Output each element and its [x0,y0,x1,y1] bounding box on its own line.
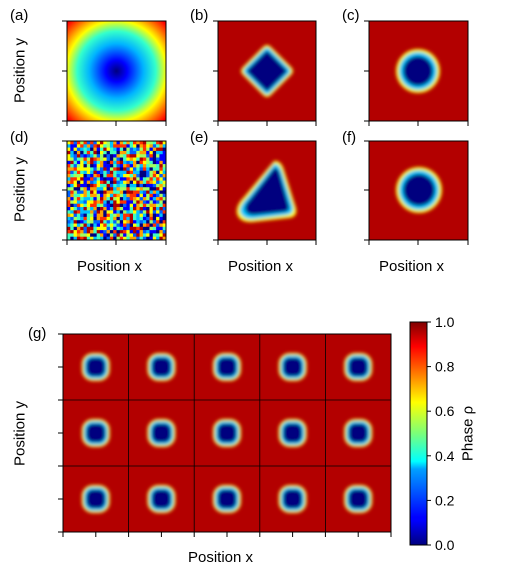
panel-a [62,20,167,126]
panel-g-hole [147,353,176,381]
panel-e-ticks [213,140,317,245]
panel-g-hole [344,485,373,513]
colorbar-tick-label: 1.0 [435,314,455,330]
panel-b [213,20,317,126]
colorbar-gradient [410,322,427,545]
panel-d [62,140,167,245]
x-axis-label-f: Position x [379,258,445,275]
panel-label-d: (d) [10,129,29,146]
x-axis-label-d: Position x [77,258,143,275]
panel-a-image [67,21,166,121]
panel-g-hole [213,419,241,447]
panel-g-hole [344,419,373,447]
panel-g-hole [213,485,241,513]
y-axis-label-a: Position y [11,37,29,104]
panel-g-hole [278,485,307,513]
panel-f-ticks [364,140,469,245]
panel-g-hole [81,419,110,447]
panel-d-ticks [62,140,167,245]
panel-g-ticks [58,333,392,537]
panel-g-hole [147,419,176,447]
panel-c-ticks [364,20,469,126]
panel-label-f: (f) [342,129,357,146]
colorbar-label: Phase ρ [459,405,477,462]
colorbar-tick-label: 0.2 [435,492,455,508]
panel-label-a: (a) [10,7,29,24]
panel-g-gridlines [63,334,391,532]
colorbar: 1.0 0.8 0.6 0.4 0.2 0.0 [409,314,455,553]
panel-g-hole [344,353,373,381]
panel-label-c: (c) [342,7,360,24]
panel-c [364,20,469,126]
panel-g-hole [213,353,241,381]
panel-label-b: (b) [190,7,209,24]
colorbar-ticks [427,321,431,546]
panel-g-holes [81,353,373,513]
colorbar-tick-label: 0.0 [435,537,455,553]
panel-g-hole [278,353,307,381]
panel-label-g: (g) [28,325,47,342]
panel-f [364,140,469,245]
panel-a-ticks [62,20,167,126]
panel-d-image [67,141,167,241]
panel-g-hole [81,353,110,381]
y-axis-label-d: Position y [11,156,29,223]
colorbar-tick-label: 0.6 [435,403,455,419]
panel-label-e: (e) [190,129,209,146]
x-axis-label-e: Position x [228,258,294,275]
colorbar-tick-label: 0.8 [435,359,455,375]
colorbar-tick-label: 0.4 [435,448,455,464]
panel-g [58,333,392,537]
panel-g-hole [147,485,176,513]
x-axis-label-g: Position x [188,549,254,566]
y-axis-label-g: Position y [11,400,29,467]
panel-e [213,140,317,245]
panel-g-hole [81,485,110,513]
panel-g-hole [278,419,307,447]
panel-b-ticks [213,20,317,126]
colorbar-tick-labels: 1.0 0.8 0.6 0.4 0.2 0.0 [435,314,455,553]
